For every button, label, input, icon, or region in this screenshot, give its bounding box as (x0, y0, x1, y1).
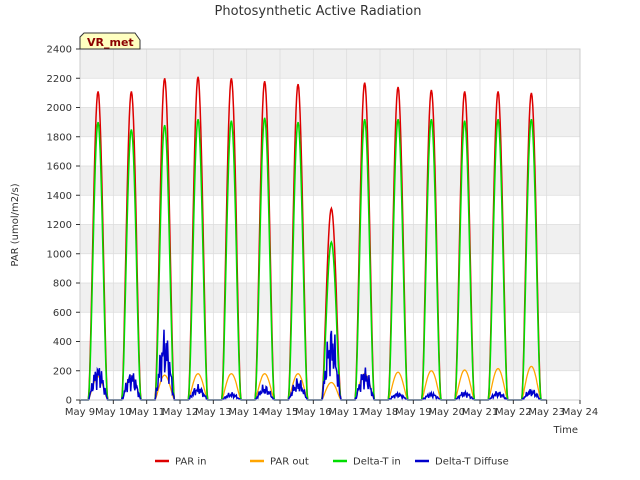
y-tick-label: 1800 (47, 132, 72, 143)
y-axis-label: PAR (umol/m2/s) (10, 183, 21, 266)
y-tick-label: 2000 (47, 103, 72, 114)
y-tick-label: 600 (53, 308, 72, 319)
x-tick-label: May 11 (128, 407, 165, 418)
y-tick-label: 1200 (47, 220, 72, 231)
y-tick-label: 2400 (47, 45, 72, 56)
x-tick-label: May 16 (295, 407, 332, 418)
x-tick-label: May 20 (428, 407, 465, 418)
x-axis-label: Time (553, 425, 578, 436)
x-tick-label: May 17 (328, 407, 365, 418)
plot-band (80, 283, 580, 313)
y-tick-label: 1600 (47, 162, 72, 173)
y-tick-label: 2200 (47, 74, 72, 85)
x-tick-label: May 21 (462, 407, 499, 418)
x-tick-label: May 23 (528, 407, 565, 418)
x-tick-label: May 18 (362, 407, 399, 418)
x-tick-label: May 24 (562, 407, 599, 418)
plot-band (80, 49, 580, 79)
y-axis-ticks: 0 200 400 600 800 1000 1200 1400 1600 1800 2000 220… (47, 45, 80, 407)
legend-item-label: Delta-T in (353, 457, 401, 468)
legend: PAR in PAR out Delta-T in Delta-T Diffuse (155, 457, 509, 468)
y-tick-label: 1400 (47, 191, 72, 202)
y-tick-label: 1000 (47, 249, 72, 260)
x-tick-label: May 10 (95, 407, 132, 418)
y-tick-label: 200 (53, 366, 72, 377)
x-tick-label: May 13 (195, 407, 232, 418)
legend-item-label: PAR in (175, 457, 206, 468)
y-tick-label: 400 (53, 337, 72, 348)
x-tick-label: May 15 (262, 407, 299, 418)
chart-title: Photosynthetic Active Radiation (215, 4, 422, 19)
y-tick-label: 0 (66, 396, 72, 407)
x-tick-label: May 12 (162, 407, 199, 418)
legend-item-label: Delta-T Diffuse (435, 457, 509, 468)
plot-band (80, 166, 580, 196)
legend-item-label: PAR out (270, 457, 309, 468)
plot-band (80, 107, 580, 137)
station-label: VR_met (87, 36, 134, 49)
station-label-box: VR_met (79, 32, 141, 50)
x-tick-label: May 22 (495, 407, 532, 418)
y-tick-label: 800 (53, 279, 72, 290)
x-tick-label: May 19 (395, 407, 432, 418)
x-tick-label: May 14 (228, 407, 265, 418)
x-tick-label: May 9 (65, 407, 95, 418)
